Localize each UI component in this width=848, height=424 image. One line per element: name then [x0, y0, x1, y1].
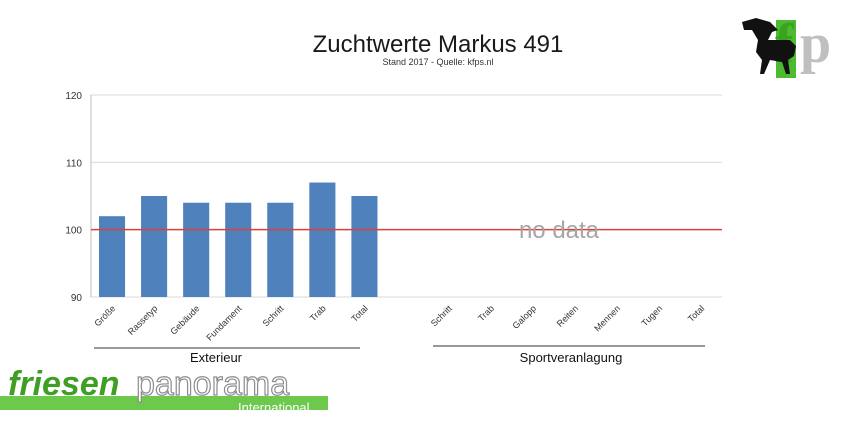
fp-logo: f p	[742, 13, 831, 78]
category-label: Fundament	[204, 303, 244, 343]
bar	[141, 196, 168, 297]
y-axis-ticks: 90 100 110 120	[65, 91, 82, 304]
category-label: Total	[686, 303, 707, 324]
y-tick-label: 90	[71, 293, 83, 304]
chart-subtitle: Stand 2017 - Quelle: kfps.nl	[382, 57, 493, 67]
watermark-panorama: panorama	[136, 365, 289, 403]
category-label: Gebäude	[168, 303, 201, 336]
friesenpanorama-watermark: friesen panorama International	[0, 364, 328, 415]
category-label: Trab	[476, 303, 496, 323]
watermark-band	[0, 396, 328, 410]
y-tick-label: 120	[65, 91, 82, 102]
category-label: Trab	[308, 303, 328, 323]
watermark-friesen: friesen	[8, 365, 120, 403]
category-label: Reiten	[555, 303, 580, 328]
bar	[98, 216, 126, 297]
category-label: Tugen	[639, 303, 664, 328]
logo-letter-p: p	[800, 13, 831, 75]
group-label-exterieur: Exterieur	[190, 350, 243, 365]
category-label: Total	[349, 303, 370, 324]
category-label: Galopp	[511, 303, 539, 331]
no-data-annotation: no data	[519, 217, 600, 244]
bar	[309, 182, 336, 297]
category-label: Größe	[92, 303, 117, 328]
chart-title: Zuchtwerte Markus 491	[313, 31, 564, 58]
category-label: Schritt	[261, 303, 286, 328]
category-labels: Größe Rassetyp Gebäude Fundament Schritt Trab…	[92, 303, 706, 343]
bar	[267, 202, 294, 297]
y-tick-label: 110	[66, 158, 82, 169]
bar	[183, 202, 210, 297]
horse-silhouette-icon	[742, 18, 796, 74]
bars	[98, 182, 378, 297]
bar	[351, 196, 378, 297]
bar	[225, 202, 252, 297]
group-label-sportveranlagung: Sportveranlagung	[520, 350, 623, 365]
watermark-international: International	[238, 400, 310, 415]
y-tick-label: 100	[65, 226, 82, 237]
category-label: Rassetyp	[126, 303, 160, 337]
category-label: Mennen	[592, 303, 622, 333]
category-label: Schritt	[429, 303, 454, 328]
